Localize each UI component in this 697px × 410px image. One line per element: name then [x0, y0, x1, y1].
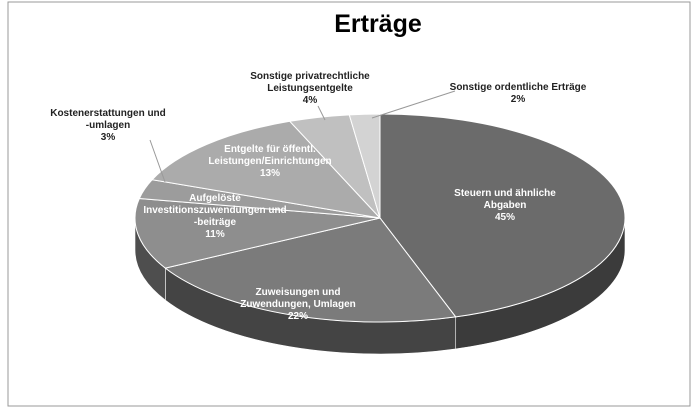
category-label: Steuern und ähnliche Abgaben [454, 188, 556, 211]
category-label: Aufgelöste Investitionszuwendungen und -… [143, 193, 287, 228]
category-label: Zuweisungen und Zuwendungen, Umlagen [240, 287, 356, 310]
pie-slice [151, 120, 382, 219]
pie-slice [164, 217, 457, 323]
leader-line [317, 105, 326, 121]
chart-title: Erträge [334, 10, 422, 38]
category-label: Sonstige privatrechtliche Leistungsentge… [250, 71, 370, 94]
slice-label: Sonstige ordentliche Erträge 2% [450, 82, 587, 106]
value-label: 2% [510, 94, 526, 105]
chart-border [7, 1, 691, 407]
value-label: 13% [259, 168, 280, 179]
slice-label: Steuern und ähnliche Abgaben 45% [454, 188, 556, 224]
value-label: 22% [287, 311, 308, 322]
value-label: 4% [302, 95, 318, 106]
slice-label: Kostenerstattungen und -umlagen 3% [50, 108, 166, 144]
value-label: 45% [494, 212, 515, 223]
category-label: Entgelte für öffentl. Leistungen/Einrich… [208, 144, 332, 167]
slice-label: Sonstige privatrechtliche Leistungsentge… [250, 71, 369, 107]
leader-line [149, 139, 166, 183]
slice-label: Entgelte für öffentl. Leistungen/Einrich… [208, 144, 331, 180]
slice-label: Aufgelöste Investitionszuwendungen und -… [143, 193, 286, 241]
pie-slice [348, 113, 381, 219]
pie-slice [379, 113, 626, 318]
pie-slice [134, 197, 381, 269]
slice-label: Zuweisungen und Zuwendungen, Umlagen 22% [240, 287, 356, 323]
value-label: 3% [100, 132, 116, 143]
leader-line [371, 90, 456, 119]
category-label: Sonstige ordentliche Erträge [449, 82, 587, 93]
category-label: Kostenerstattungen und -umlagen [50, 108, 166, 131]
value-label: 11% [205, 229, 225, 240]
